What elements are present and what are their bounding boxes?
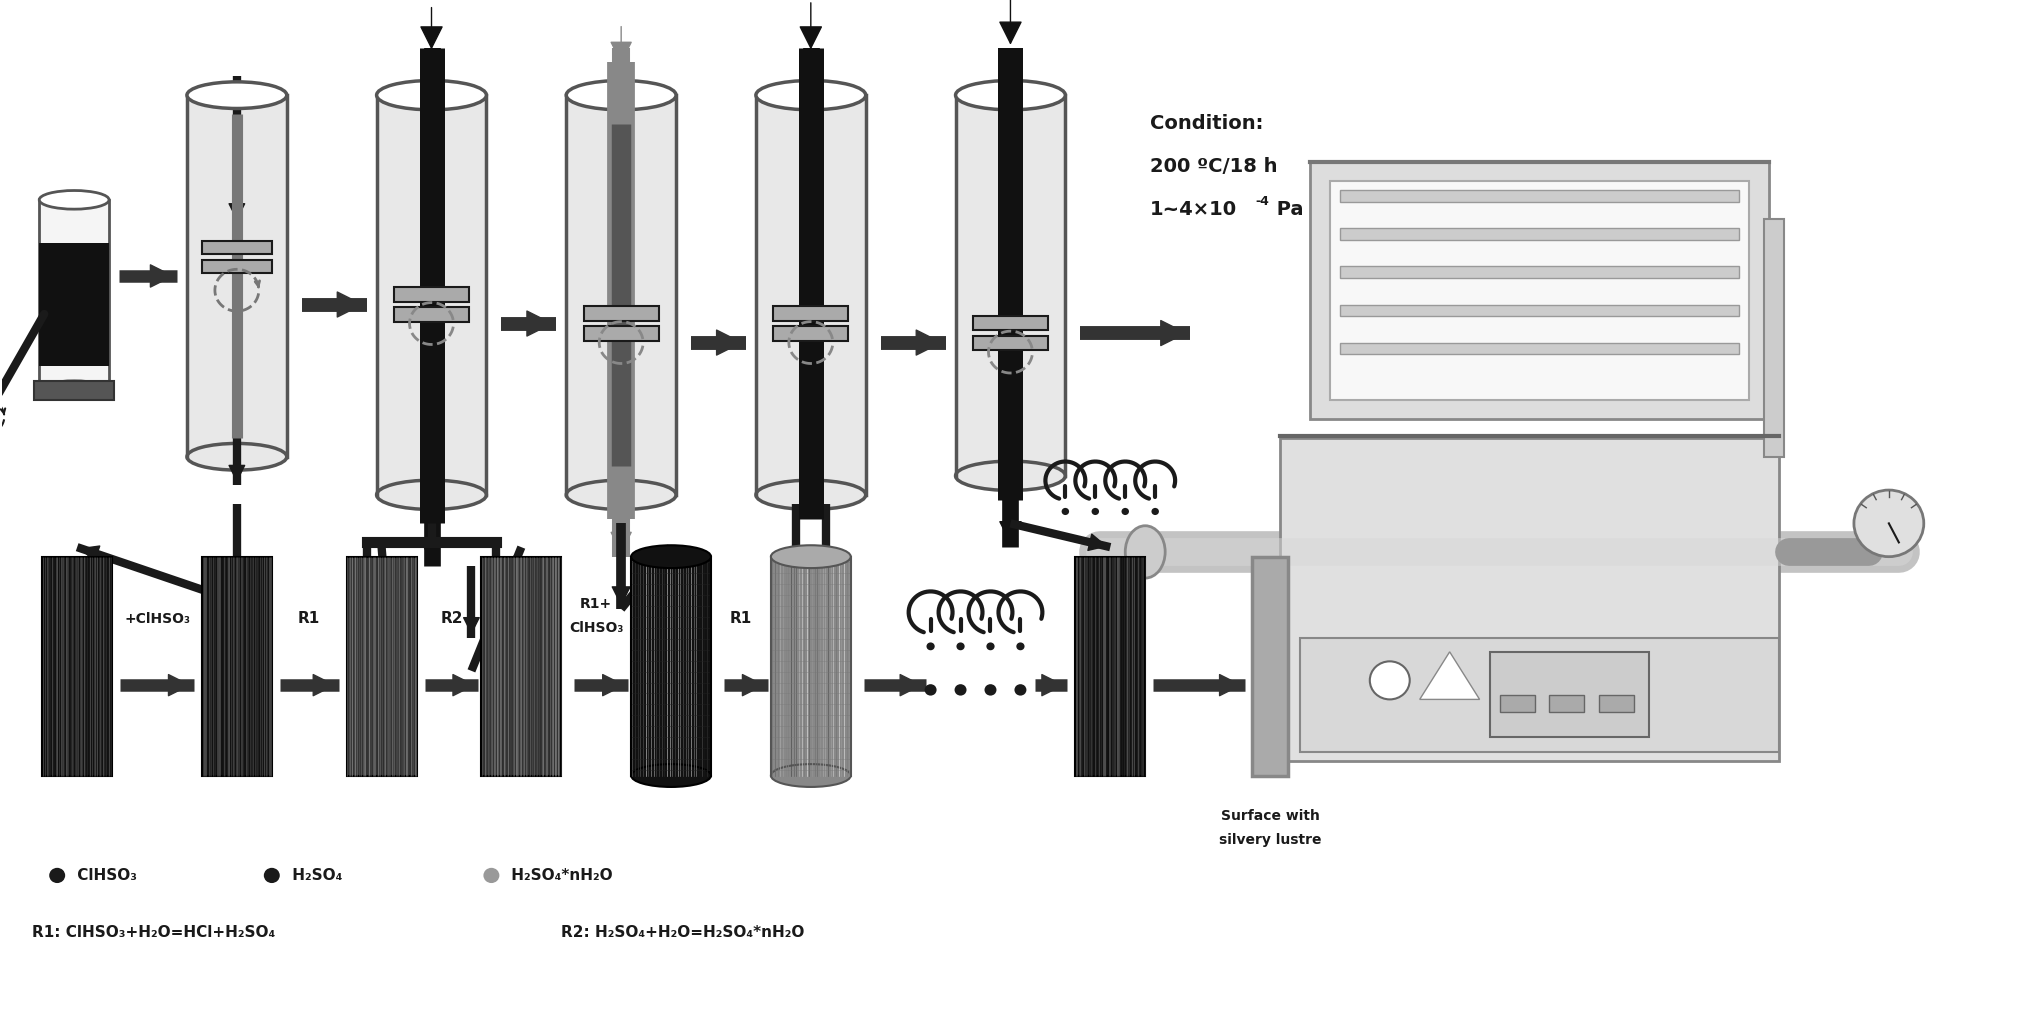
Bar [972,315,1047,331]
Text: H₂SO₄: H₂SO₄ [288,867,342,883]
Ellipse shape [1370,661,1410,700]
Ellipse shape [565,480,677,510]
Text: R1: ClHSO₃+H₂O=HCl+H₂SO₄: R1: ClHSO₃+H₂O=HCl+H₂SO₄ [32,925,276,940]
Ellipse shape [954,684,966,696]
Ellipse shape [38,381,109,399]
Ellipse shape [756,81,865,110]
Bar [1339,228,1738,240]
Text: Surface with: Surface with [1220,809,1319,823]
Polygon shape [756,95,865,494]
Ellipse shape [956,461,1066,490]
Bar [1489,652,1649,737]
Text: Pa: Pa [1270,200,1303,218]
Ellipse shape [1017,642,1025,650]
Ellipse shape [1015,684,1027,696]
Text: 1~4×10: 1~4×10 [1151,200,1238,218]
Ellipse shape [377,480,486,510]
Ellipse shape [770,764,851,787]
Ellipse shape [770,545,851,568]
Text: R2: H₂SO₄+H₂O=H₂SO₄*nH₂O: R2: H₂SO₄+H₂O=H₂SO₄*nH₂O [561,925,804,940]
Bar [1280,438,1779,761]
Ellipse shape [38,190,109,209]
Bar [1499,695,1534,712]
Bar [1765,218,1785,457]
Bar [203,260,271,273]
Text: silvery lustre: silvery lustre [1220,833,1321,846]
Polygon shape [38,200,109,390]
Text: +ClHSO₃: +ClHSO₃ [124,612,190,626]
Bar [203,557,271,775]
Bar [1329,181,1748,399]
Bar [1311,162,1769,419]
Polygon shape [956,95,1066,476]
Text: H₂SO₄*nH₂O: H₂SO₄*nH₂O [506,867,614,883]
Ellipse shape [924,684,936,696]
Bar [774,306,849,320]
Ellipse shape [1092,508,1098,515]
Ellipse shape [565,81,677,110]
Text: ClHSO₃: ClHSO₃ [73,867,138,883]
Text: R2: R2 [440,611,462,626]
Ellipse shape [1854,490,1925,557]
Text: -4: -4 [1254,195,1268,208]
Text: R1+: R1+ [579,598,612,612]
Ellipse shape [186,444,288,470]
Polygon shape [770,557,851,775]
Bar [1599,695,1635,712]
Ellipse shape [1151,508,1159,515]
Bar [774,327,849,341]
Bar [1550,695,1584,712]
Ellipse shape [956,81,1066,110]
Text: Condition:: Condition: [1151,114,1264,133]
Bar [1339,267,1738,278]
Polygon shape [565,95,677,494]
Ellipse shape [1122,508,1128,515]
Bar [583,306,658,320]
Ellipse shape [987,642,995,650]
Bar [1339,304,1738,315]
Ellipse shape [632,764,711,787]
Bar [395,307,468,321]
Ellipse shape [756,480,865,510]
Ellipse shape [1124,526,1165,578]
Text: 200 ºC/18 h: 200 ºC/18 h [1151,157,1278,176]
Bar [1339,343,1738,354]
Bar [1339,190,1738,202]
Ellipse shape [632,545,711,568]
Text: ClHSO₃: ClHSO₃ [569,621,624,635]
Ellipse shape [377,81,486,110]
Ellipse shape [985,684,997,696]
Bar [395,287,468,301]
Bar [38,243,109,366]
Ellipse shape [49,867,65,883]
Bar [346,557,417,775]
Ellipse shape [186,82,288,108]
Text: R1: R1 [298,611,320,626]
Bar [1301,638,1779,752]
Bar [34,380,113,399]
Bar [482,557,561,775]
Ellipse shape [484,867,498,883]
Ellipse shape [1062,508,1070,515]
Ellipse shape [926,642,934,650]
Bar [203,241,271,254]
Polygon shape [632,557,711,775]
Bar [1252,557,1289,775]
Bar [1076,557,1145,775]
Polygon shape [1420,652,1479,700]
Bar [583,327,658,341]
Ellipse shape [263,867,280,883]
Bar [43,557,111,775]
Polygon shape [377,95,486,494]
Text: R1: R1 [729,611,752,626]
Ellipse shape [956,642,964,650]
Polygon shape [186,95,288,457]
Bar [972,336,1047,350]
